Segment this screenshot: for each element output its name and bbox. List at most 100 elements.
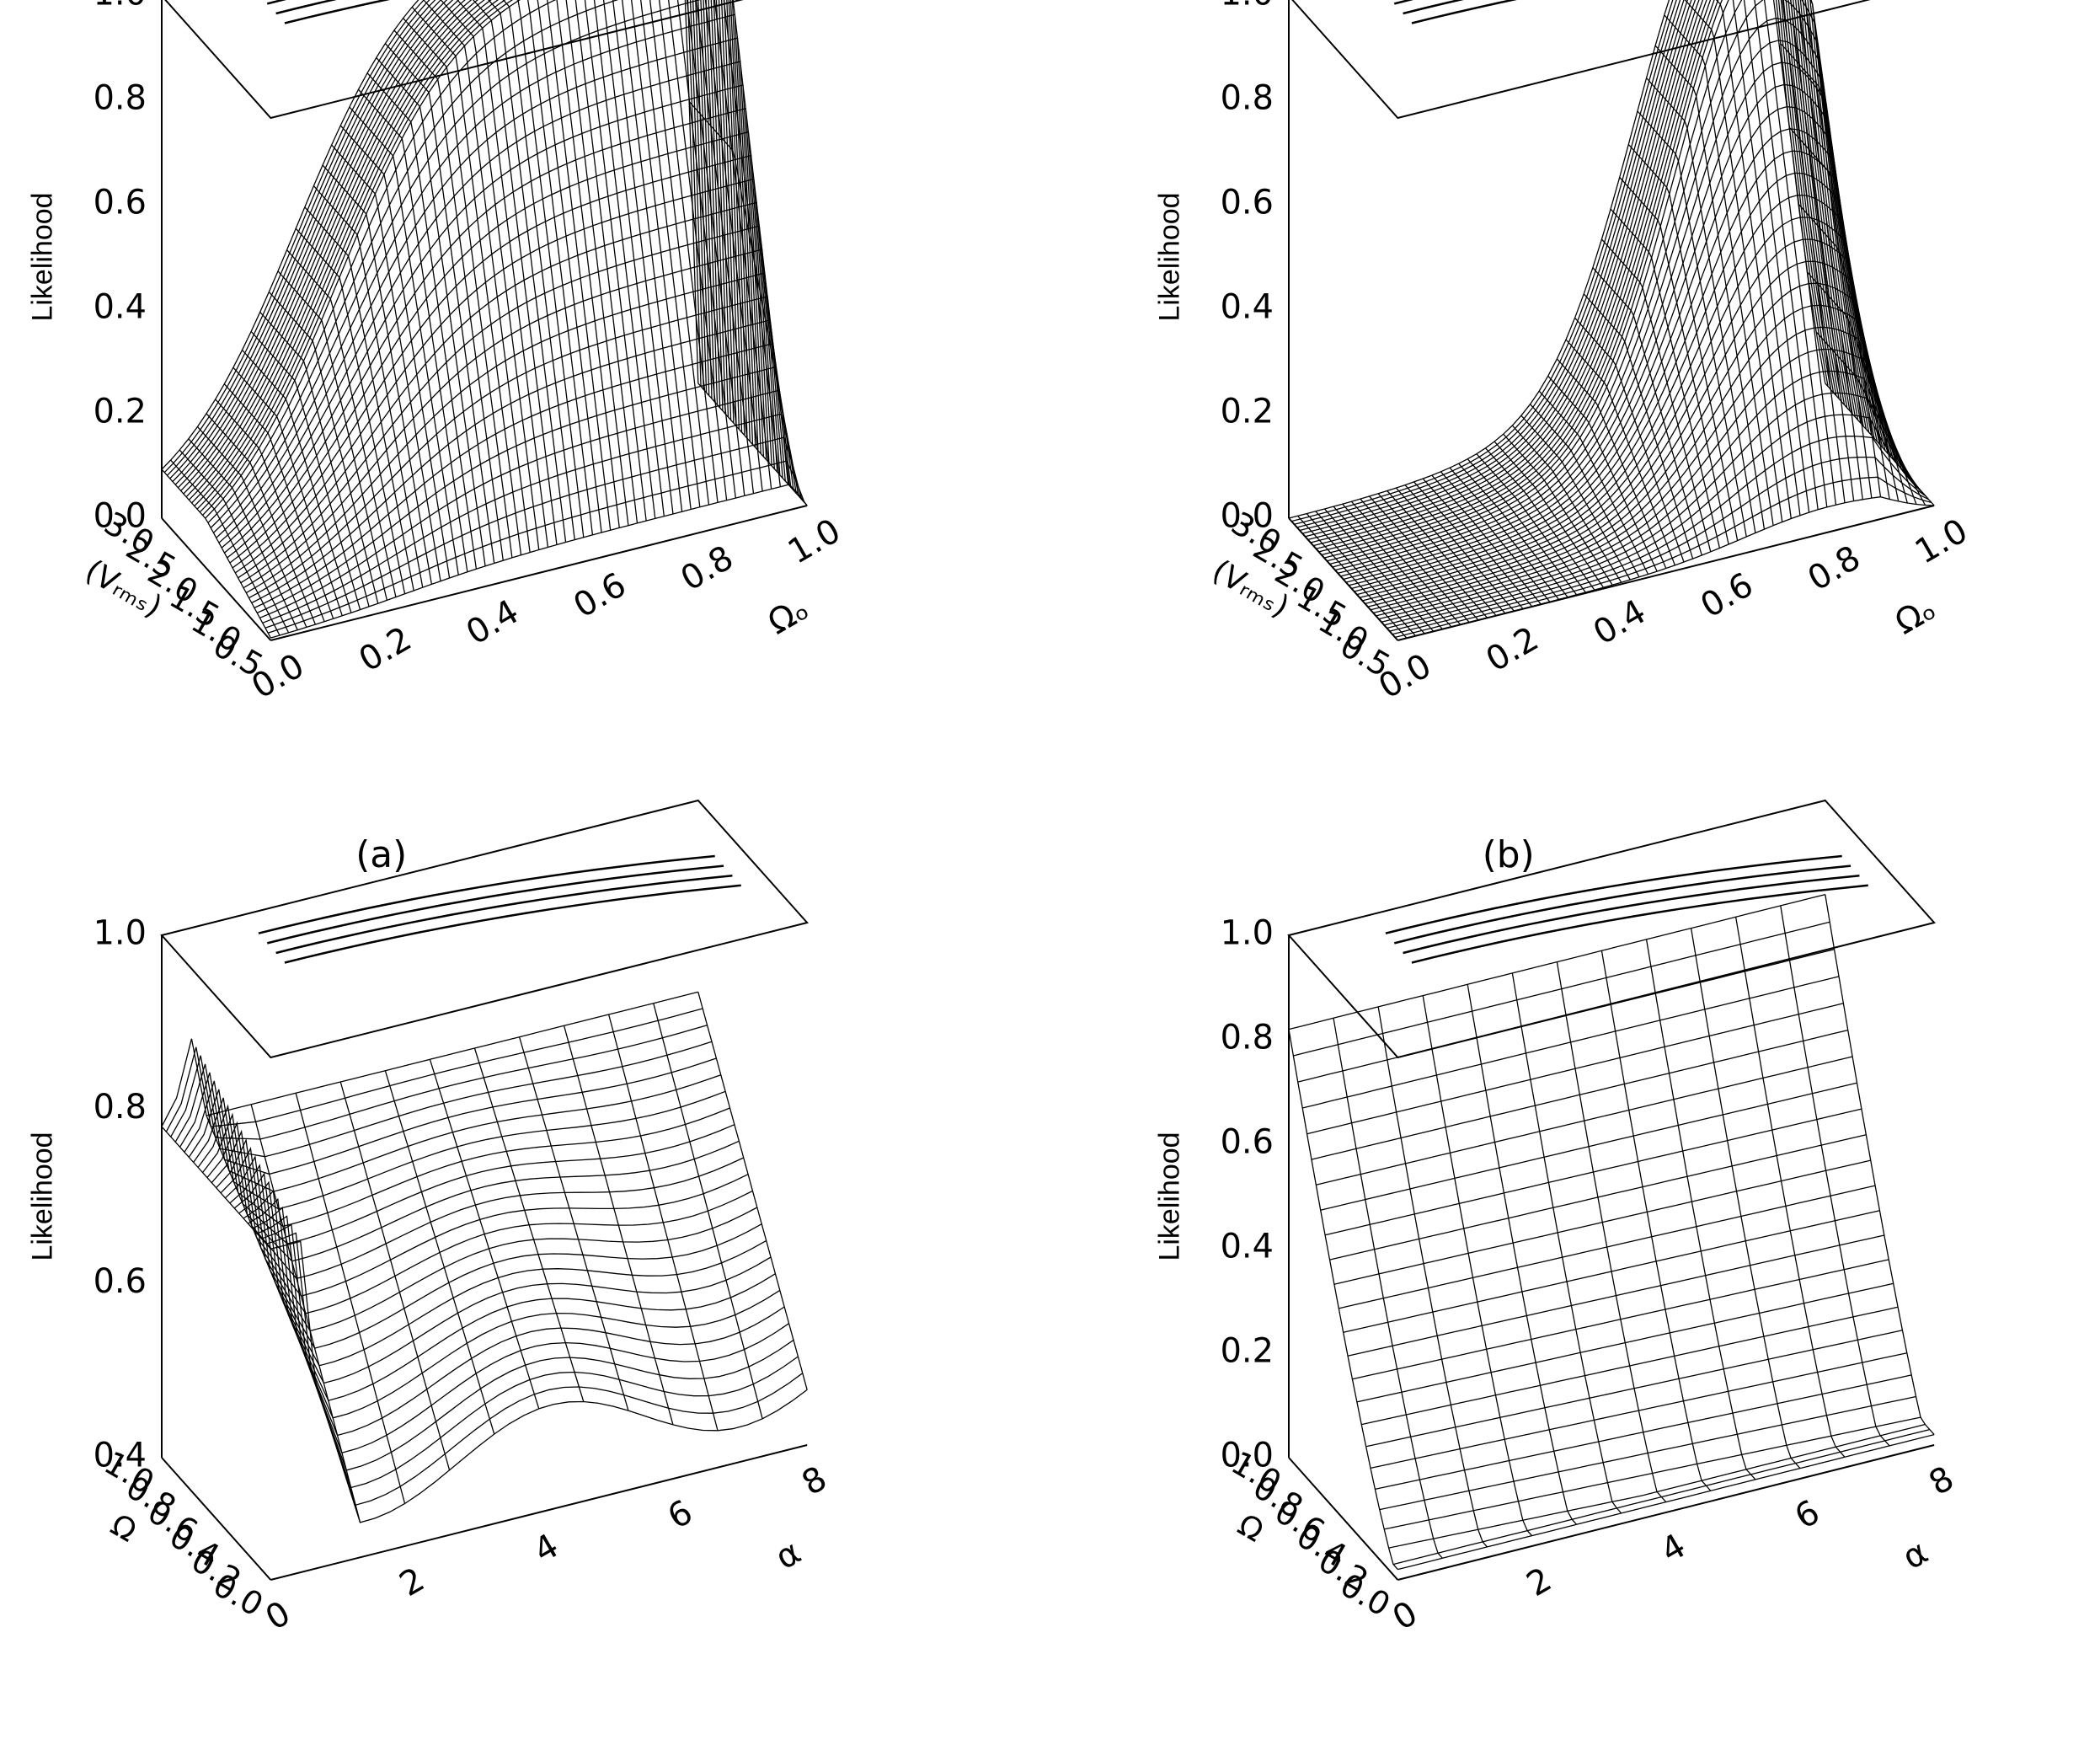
z-tick-label: 0.6 — [94, 1262, 147, 1301]
mesh-col — [384, 1070, 495, 1435]
surface-panel-3: 0.00.20.40.60.81.0024680.00.20.40.60.81.… — [1154, 799, 1960, 1638]
x-tick-label: 6 — [1788, 1492, 1826, 1537]
surface-panel-2: 0.40.60.81.0024680.00.20.40.60.81.0Likel… — [27, 799, 833, 1638]
x-axis — [270, 1444, 808, 1581]
mesh-col — [676, 0, 736, 499]
mesh-col — [1664, 14, 1774, 526]
z-tick-label: 0.0 — [94, 496, 147, 535]
z-tick-label: 0.4 — [1221, 1227, 1274, 1266]
contour-lines — [1393, 0, 1518, 24]
mesh-col — [1565, 339, 1675, 566]
mesh-row — [243, 249, 781, 589]
x-tick-label: 0.6 — [567, 565, 633, 626]
z-tick-label: 0.6 — [94, 183, 147, 222]
mesh-col — [295, 227, 406, 594]
mesh-col — [640, 0, 701, 507]
mesh-col — [1788, 126, 1900, 502]
z-axis-label: Likelihood — [27, 1132, 59, 1261]
mesh-col — [206, 1115, 316, 1381]
mesh-col — [322, 164, 433, 585]
mesh-col — [1782, 0, 1846, 503]
x-axis-label: Ωₒ — [761, 589, 815, 642]
mesh-col — [1476, 453, 1586, 593]
mesh-col — [286, 249, 397, 597]
surface-mesh — [161, 991, 808, 1523]
mesh-col — [518, 1036, 629, 1411]
mesh-row — [265, 1232, 804, 1506]
contour-line — [258, 854, 715, 934]
surface-panel-0: 0.00.20.40.60.81.00.00.20.40.60.81.00.51… — [27, 0, 847, 707]
contour-line — [284, 884, 741, 964]
y-axis — [161, 517, 272, 641]
x-tick-label: 4 — [1654, 1526, 1692, 1571]
mesh-col — [277, 270, 387, 601]
x-tick-label: 1.0 — [1909, 511, 1974, 572]
contour-line — [275, 0, 337, 15]
mesh-col — [1574, 317, 1685, 563]
contour-line — [1411, 0, 1518, 24]
mesh-col — [473, 1047, 585, 1402]
mesh-col — [608, 1014, 719, 1431]
mesh-col — [1422, 995, 1533, 1537]
mesh-row — [1316, 0, 1853, 549]
x-tick-label: 2 — [393, 1560, 431, 1604]
x-tick-label: 1.0 — [782, 511, 847, 572]
mesh-col — [1804, 0, 1873, 499]
y-axis-label: Ω — [104, 1507, 142, 1549]
mesh-col — [1810, 0, 1882, 497]
mesh-row — [183, 0, 721, 495]
mesh-col — [1690, 928, 1801, 1469]
x-tick-label: 6 — [661, 1492, 699, 1537]
mesh-col — [1583, 293, 1694, 559]
mesh-col — [1413, 481, 1524, 609]
contour-lines — [1385, 854, 1868, 964]
mesh-col — [1440, 471, 1551, 602]
z-tick-label: 1.0 — [94, 0, 147, 13]
mesh-col — [349, 106, 459, 575]
mesh-col — [688, 101, 799, 494]
mesh-row — [252, 1207, 789, 1453]
x-tick-label: 0.6 — [1694, 565, 1760, 626]
mesh-col — [1422, 478, 1533, 608]
contour-plane — [1291, 0, 1871, 120]
x-tick-label: 4 — [527, 1526, 565, 1571]
mesh-col — [1637, 110, 1747, 538]
mesh-col — [1600, 238, 1712, 552]
mesh-col — [574, 0, 639, 523]
mesh-col — [1772, 0, 1837, 506]
mesh-col — [622, 0, 683, 512]
z-axis-label: Likelihood — [27, 192, 59, 321]
mesh-col — [1754, 0, 1819, 510]
mesh-row — [191, 0, 729, 504]
x-tick-label: 0.2 — [353, 619, 419, 680]
z-tick-label: 0.8 — [1221, 1018, 1274, 1057]
mesh-col — [1798, 0, 1863, 500]
mesh-col — [1645, 939, 1756, 1480]
mesh-row — [1388, 1423, 1926, 1549]
contour-line — [1403, 874, 1860, 955]
mesh-row — [1291, 0, 1829, 522]
mesh-col — [1619, 176, 1729, 545]
mesh-col — [331, 144, 441, 581]
mesh-col — [304, 206, 414, 591]
mesh-col — [170, 459, 281, 636]
mesh-col — [658, 0, 719, 503]
mesh-col — [667, 0, 728, 500]
mesh-col — [1538, 390, 1649, 575]
mesh-col — [1547, 375, 1658, 572]
mesh-col — [1815, 331, 1926, 506]
mesh-col — [1342, 503, 1452, 628]
mesh-col — [1369, 495, 1479, 621]
z-tick-label: 0.2 — [1221, 392, 1274, 431]
contour-line — [284, 0, 391, 24]
mesh-col — [1790, 0, 1855, 501]
mesh-col — [339, 125, 451, 579]
mesh-col — [1780, 905, 1890, 1447]
x-tick-label: 8 — [1922, 1459, 1960, 1503]
mesh-col — [1734, 917, 1846, 1458]
mesh-col — [1610, 208, 1721, 549]
mesh-col — [376, 57, 486, 566]
mesh-col — [393, 29, 504, 561]
mesh-col — [1600, 950, 1712, 1491]
contour-line — [1385, 854, 1842, 934]
